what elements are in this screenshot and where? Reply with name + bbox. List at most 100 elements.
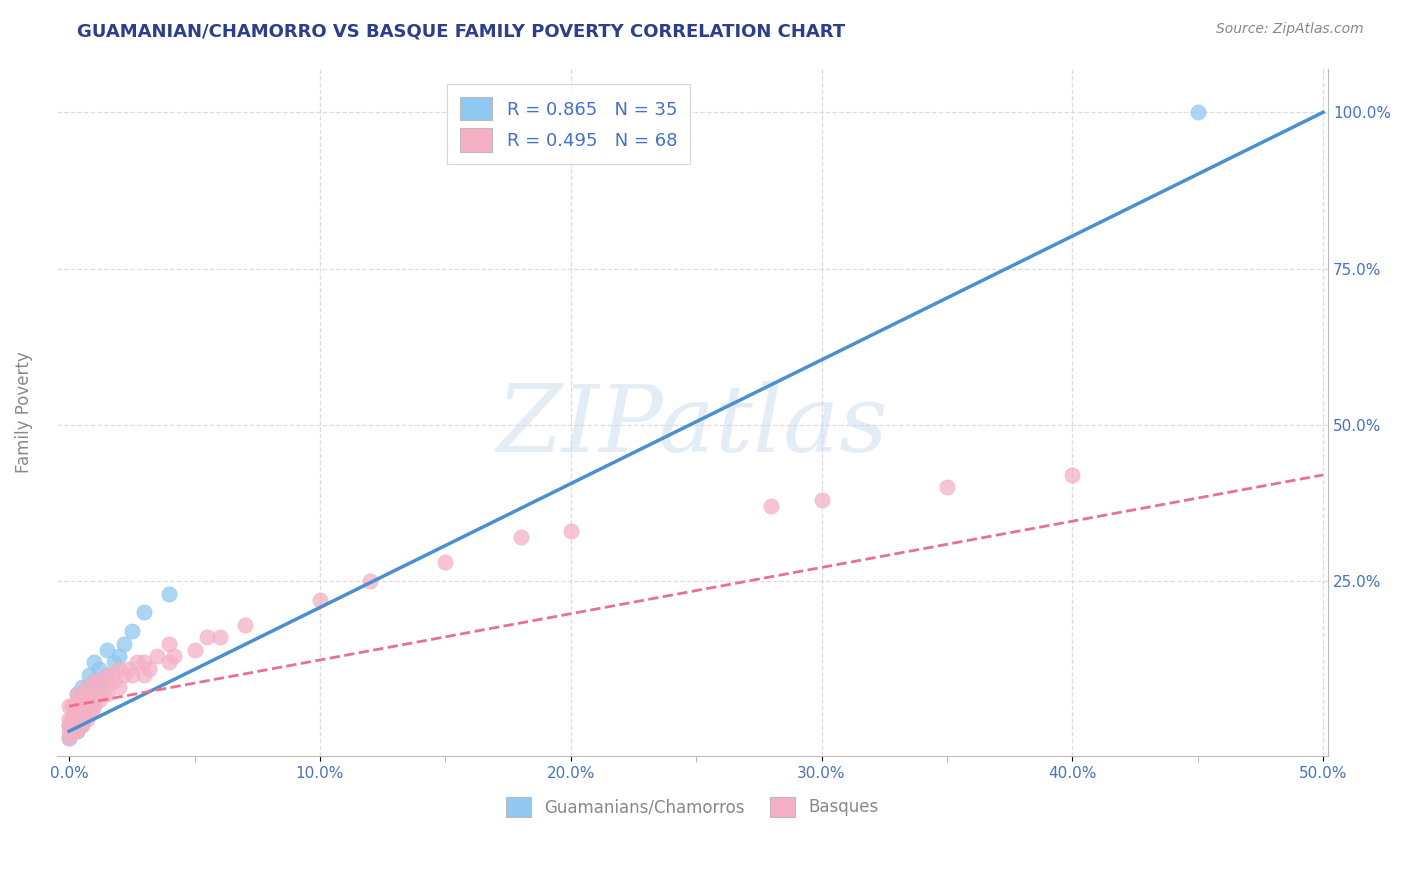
Point [98, 674, 121, 689]
Point [58, 731, 80, 745]
Point [77, 693, 100, 707]
Point [83, 693, 105, 707]
Point [58, 718, 80, 732]
Point [60, 712, 83, 726]
Point [60, 712, 83, 726]
Point [96, 643, 118, 657]
Point [73, 706, 96, 720]
Point [66, 712, 89, 726]
Point [76, 712, 98, 726]
Point [80, 687, 103, 701]
Point [138, 662, 160, 676]
Y-axis label: Family Poverty: Family Poverty [15, 351, 32, 474]
Point [233, 618, 256, 632]
Point [66, 687, 89, 701]
Point [76, 681, 98, 695]
Point [83, 687, 105, 701]
Point [60, 724, 83, 739]
Point [560, 524, 582, 538]
Text: ZIPatlas: ZIPatlas [496, 381, 889, 471]
Point [76, 699, 98, 714]
Text: GUAMANIAN/CHAMORRO VS BASQUE FAMILY POVERTY CORRELATION CHART: GUAMANIAN/CHAMORRO VS BASQUE FAMILY POVE… [77, 22, 845, 40]
Point [112, 637, 135, 651]
Point [125, 656, 148, 670]
Point [89, 674, 111, 689]
Point [70, 706, 93, 720]
Point [89, 693, 111, 707]
Point [67, 712, 90, 726]
Point [67, 718, 90, 732]
Point [67, 693, 90, 707]
Point [359, 574, 381, 589]
Point [66, 687, 89, 701]
Point [1187, 105, 1209, 120]
Point [76, 681, 98, 695]
Point [60, 699, 83, 714]
Point [77, 687, 100, 701]
Point [108, 649, 131, 664]
Point [121, 624, 143, 639]
Point [134, 656, 156, 670]
Point [103, 674, 125, 689]
Point [509, 531, 531, 545]
Point [66, 724, 89, 739]
Point [70, 718, 93, 732]
Point [101, 668, 124, 682]
Legend: Guamanians/Chamorros, Basques: Guamanians/Chamorros, Basques [499, 790, 886, 823]
Point [80, 706, 103, 720]
Point [195, 631, 218, 645]
Point [121, 668, 143, 682]
Point [73, 699, 96, 714]
Point [89, 662, 111, 676]
Point [159, 656, 181, 670]
Point [118, 662, 141, 676]
Point [58, 712, 80, 726]
Point [112, 668, 135, 682]
Point [163, 649, 186, 664]
Point [146, 649, 169, 664]
Point [73, 712, 96, 726]
Point [108, 662, 131, 676]
Point [96, 668, 118, 682]
Point [1062, 467, 1084, 482]
Point [309, 593, 332, 607]
Point [70, 718, 93, 732]
Point [83, 656, 105, 670]
Point [63, 699, 86, 714]
Point [93, 687, 115, 701]
Point [73, 687, 96, 701]
Point [67, 693, 90, 707]
Point [83, 699, 105, 714]
Point [434, 556, 457, 570]
Point [70, 681, 93, 695]
Point [159, 637, 181, 651]
Point [159, 587, 181, 601]
Point [63, 712, 86, 726]
Point [80, 681, 103, 695]
Point [208, 631, 231, 645]
Point [66, 724, 89, 739]
Point [77, 668, 100, 682]
Point [76, 699, 98, 714]
Point [73, 687, 96, 701]
Point [66, 706, 89, 720]
Point [70, 693, 93, 707]
Point [103, 656, 125, 670]
Point [63, 699, 86, 714]
Point [67, 706, 90, 720]
Point [134, 668, 156, 682]
Point [108, 681, 131, 695]
Point [810, 492, 832, 507]
Point [83, 674, 105, 689]
Point [183, 643, 205, 657]
Point [66, 699, 89, 714]
Point [60, 724, 83, 739]
Point [70, 699, 93, 714]
Point [77, 706, 100, 720]
Point [63, 718, 86, 732]
Point [58, 718, 80, 732]
Point [761, 499, 783, 513]
Point [96, 687, 118, 701]
Text: Source: ZipAtlas.com: Source: ZipAtlas.com [1216, 22, 1364, 37]
Point [63, 724, 86, 739]
